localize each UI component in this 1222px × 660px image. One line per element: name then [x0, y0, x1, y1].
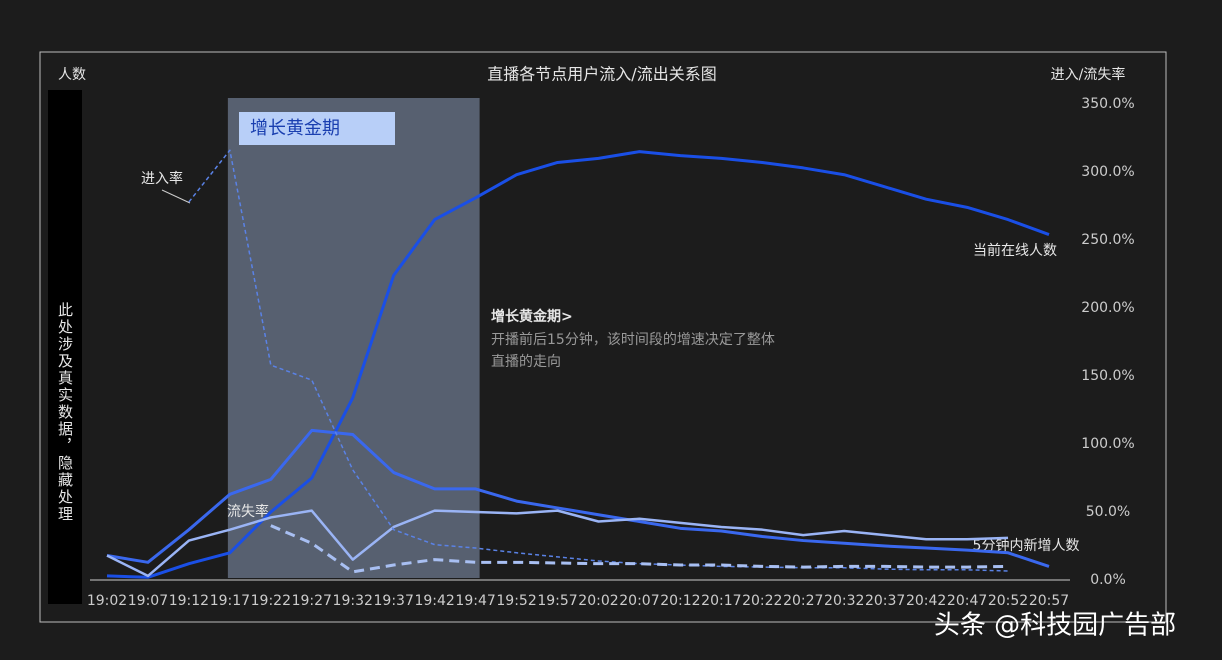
- y2-axis-label: 进入/流失率: [1051, 66, 1126, 83]
- y2-tick-label: 0.0%: [1090, 572, 1126, 588]
- x-tick-label: 20:12: [660, 593, 700, 609]
- annotation-text: 开播前后15分钟，该时间段的增速决定了整体: [491, 331, 775, 348]
- x-tick-label: 20:02: [578, 593, 618, 609]
- x-tick-label: 20:52: [988, 593, 1028, 609]
- annotation-title: 增长黄金期>: [491, 308, 573, 325]
- series-line: [270, 524, 1009, 574]
- series-label: 当前在线人数: [973, 242, 1057, 259]
- x-tick-label: 19:32: [333, 593, 373, 609]
- highlight-label-box: [239, 112, 395, 145]
- series-line: [188, 149, 1009, 572]
- x-tick-label: 20:27: [783, 593, 823, 609]
- y-axis-note: 此处涉及真实数据，隐藏处理: [48, 90, 82, 604]
- x-tick-label: 19:12: [169, 593, 209, 609]
- frame: [39, 51, 1167, 623]
- x-tick-label: 19:47: [455, 593, 495, 609]
- annotation-text: 直播的走向: [491, 353, 561, 370]
- x-tick-label: 20:57: [1029, 593, 1069, 609]
- series-label: 流失率: [227, 503, 269, 520]
- x-tick-label: 20:47: [947, 593, 987, 609]
- y-axis-label: 人数: [58, 67, 86, 83]
- x-tick-label: 20:22: [742, 593, 782, 609]
- x-tick-label: 19:37: [374, 593, 414, 609]
- y2-tick-label: 250.0%: [1081, 232, 1134, 248]
- series-label: 进入率: [141, 170, 183, 187]
- watermark: 头条 @科技园广告部: [934, 611, 1176, 641]
- x-tick-label: 19:57: [537, 593, 577, 609]
- y2-tick-label: 300.0%: [1081, 164, 1134, 180]
- series-line: [106, 509, 1009, 578]
- label-pointer: [161, 189, 191, 204]
- x-tick-label: 19:52: [496, 593, 536, 609]
- x-tick-label: 19:02: [87, 593, 127, 609]
- y2-tick-label: 350.0%: [1081, 96, 1134, 112]
- x-tick-label: 19:17: [210, 593, 250, 609]
- series-line: [106, 428, 1050, 568]
- x-tick-label: 19:42: [414, 593, 454, 609]
- x-tick-label: 19:22: [251, 593, 291, 609]
- y2-tick-label: 200.0%: [1081, 300, 1134, 316]
- x-tick-label: 20:42: [906, 593, 946, 609]
- x-tick-label: 20:07: [619, 593, 659, 609]
- y2-tick-label: 100.0%: [1081, 436, 1134, 452]
- x-tick-label: 19:27: [292, 593, 332, 609]
- y2-tick-label: 150.0%: [1081, 368, 1134, 384]
- x-tick-label: 20:17: [701, 593, 741, 609]
- series-label: 5分钟内新增人数: [973, 537, 1080, 554]
- x-tick-label: 20:37: [865, 593, 905, 609]
- x-tick-label: 19:07: [128, 593, 168, 609]
- x-tick-label: 20:32: [824, 593, 864, 609]
- y2-tick-label: 50.0%: [1086, 504, 1130, 520]
- chart-title: 直播各节点用户流入/流出关系图: [487, 65, 716, 84]
- highlight-label: 增长黄金期: [250, 118, 340, 139]
- highlight-band: [227, 98, 480, 578]
